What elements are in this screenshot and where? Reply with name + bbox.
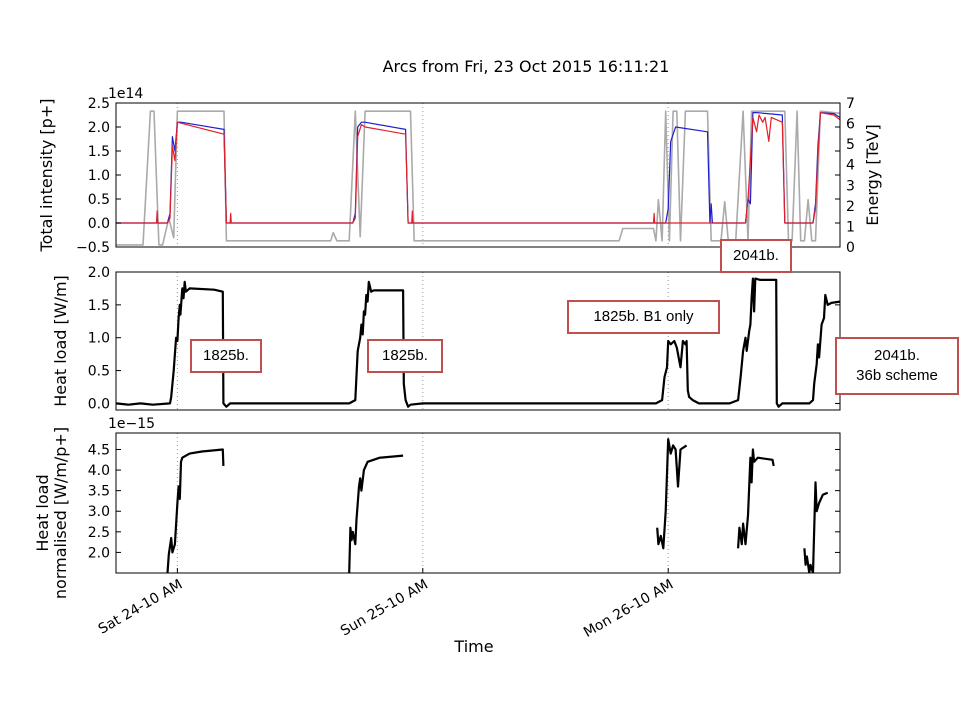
y-tick-label: 0.0: [88, 396, 110, 412]
y-tick-label: 0.0: [88, 216, 110, 232]
annotation-box: 1825b.: [367, 339, 443, 373]
y-tick-label: −0.5: [76, 240, 110, 256]
y2-tick-label: 5: [846, 137, 855, 153]
y-tick-label: 1.0: [88, 331, 110, 347]
y-tick-label: 3.5: [88, 484, 110, 500]
x-tick-label: Mon 26-10 AM: [581, 577, 676, 641]
y-multiplier: 1e−15: [108, 416, 155, 432]
y-tick-label: 2.5: [88, 525, 110, 541]
chart-panels: 2.5 2.0 1.5 1.0 0.5 0.0 −0.5 7 6 5 4 3 2 1 0 Energy [Te…: [33, 86, 882, 641]
y-tick-label: 1.5: [88, 144, 110, 160]
series-line-heat_load-0-0: [116, 277, 840, 408]
y-tick-label: 4.0: [88, 463, 110, 479]
y-tick-label: 2.0: [88, 545, 110, 561]
y2-tick-label: 2: [846, 199, 855, 215]
annotation-box: 1825b.: [190, 339, 262, 373]
y2-axis-title: Energy [TeV]: [863, 124, 882, 225]
y-axis-title: Heat load [W/m]: [51, 275, 70, 407]
y-multiplier: 1e14: [108, 86, 143, 102]
series-line-normalised-0-4: [803, 481, 829, 573]
y-tick-label: 3.0: [88, 504, 110, 520]
y-tick-label: 1.5: [88, 298, 110, 314]
y-tick-label: 2.0: [88, 120, 110, 136]
series-line-normalised-0-1: [348, 454, 404, 573]
x-axis-title: Time: [453, 637, 493, 656]
y2-tick-label: 4: [846, 158, 855, 174]
y-tick-label: 0.5: [88, 364, 110, 380]
y-tick-label: 2.5: [88, 96, 110, 112]
y2-tick-label: 3: [846, 178, 855, 194]
y2-tick-label: 7: [846, 96, 855, 112]
x-tick-label: Sun 25-10 AM: [338, 577, 431, 640]
y-axis-title-line2: normalised [W/m/p+]: [51, 427, 70, 599]
y-tick-label: 4.5: [88, 442, 110, 458]
annotation-box: 1825b. B1 only: [567, 300, 720, 334]
panel-normalised: [115, 432, 841, 574]
x-tick-label: Sat 24-10 AM: [96, 577, 186, 638]
annotation-box: 2041b.: [720, 239, 792, 273]
y-tick-label: 0.5: [88, 192, 110, 208]
y2-tick-label: 6: [846, 117, 855, 133]
y-tick-label: 2.0: [88, 265, 110, 281]
y-tick-label: 1.0: [88, 168, 110, 184]
series-line-normalised-0-3: [737, 448, 775, 549]
y2-tick-label: 1: [846, 219, 855, 235]
series-line-normalised-0-2: [656, 438, 688, 550]
y-axis-title-line1: Heat load: [33, 474, 52, 551]
series-line-normalised-0-0: [166, 448, 225, 573]
panel-frame: [115, 432, 841, 574]
chart-title: Arcs from Fri, 23 Oct 2015 16:11:21: [383, 57, 670, 76]
y-axis-title: Total intensity [p+]: [37, 99, 56, 253]
series-line-intensity-2-0: [116, 111, 840, 224]
y2-tick-label: 0: [846, 240, 855, 256]
panel-intensity: [115, 102, 841, 248]
annotation-box: 2041b. 36b scheme: [835, 337, 959, 395]
